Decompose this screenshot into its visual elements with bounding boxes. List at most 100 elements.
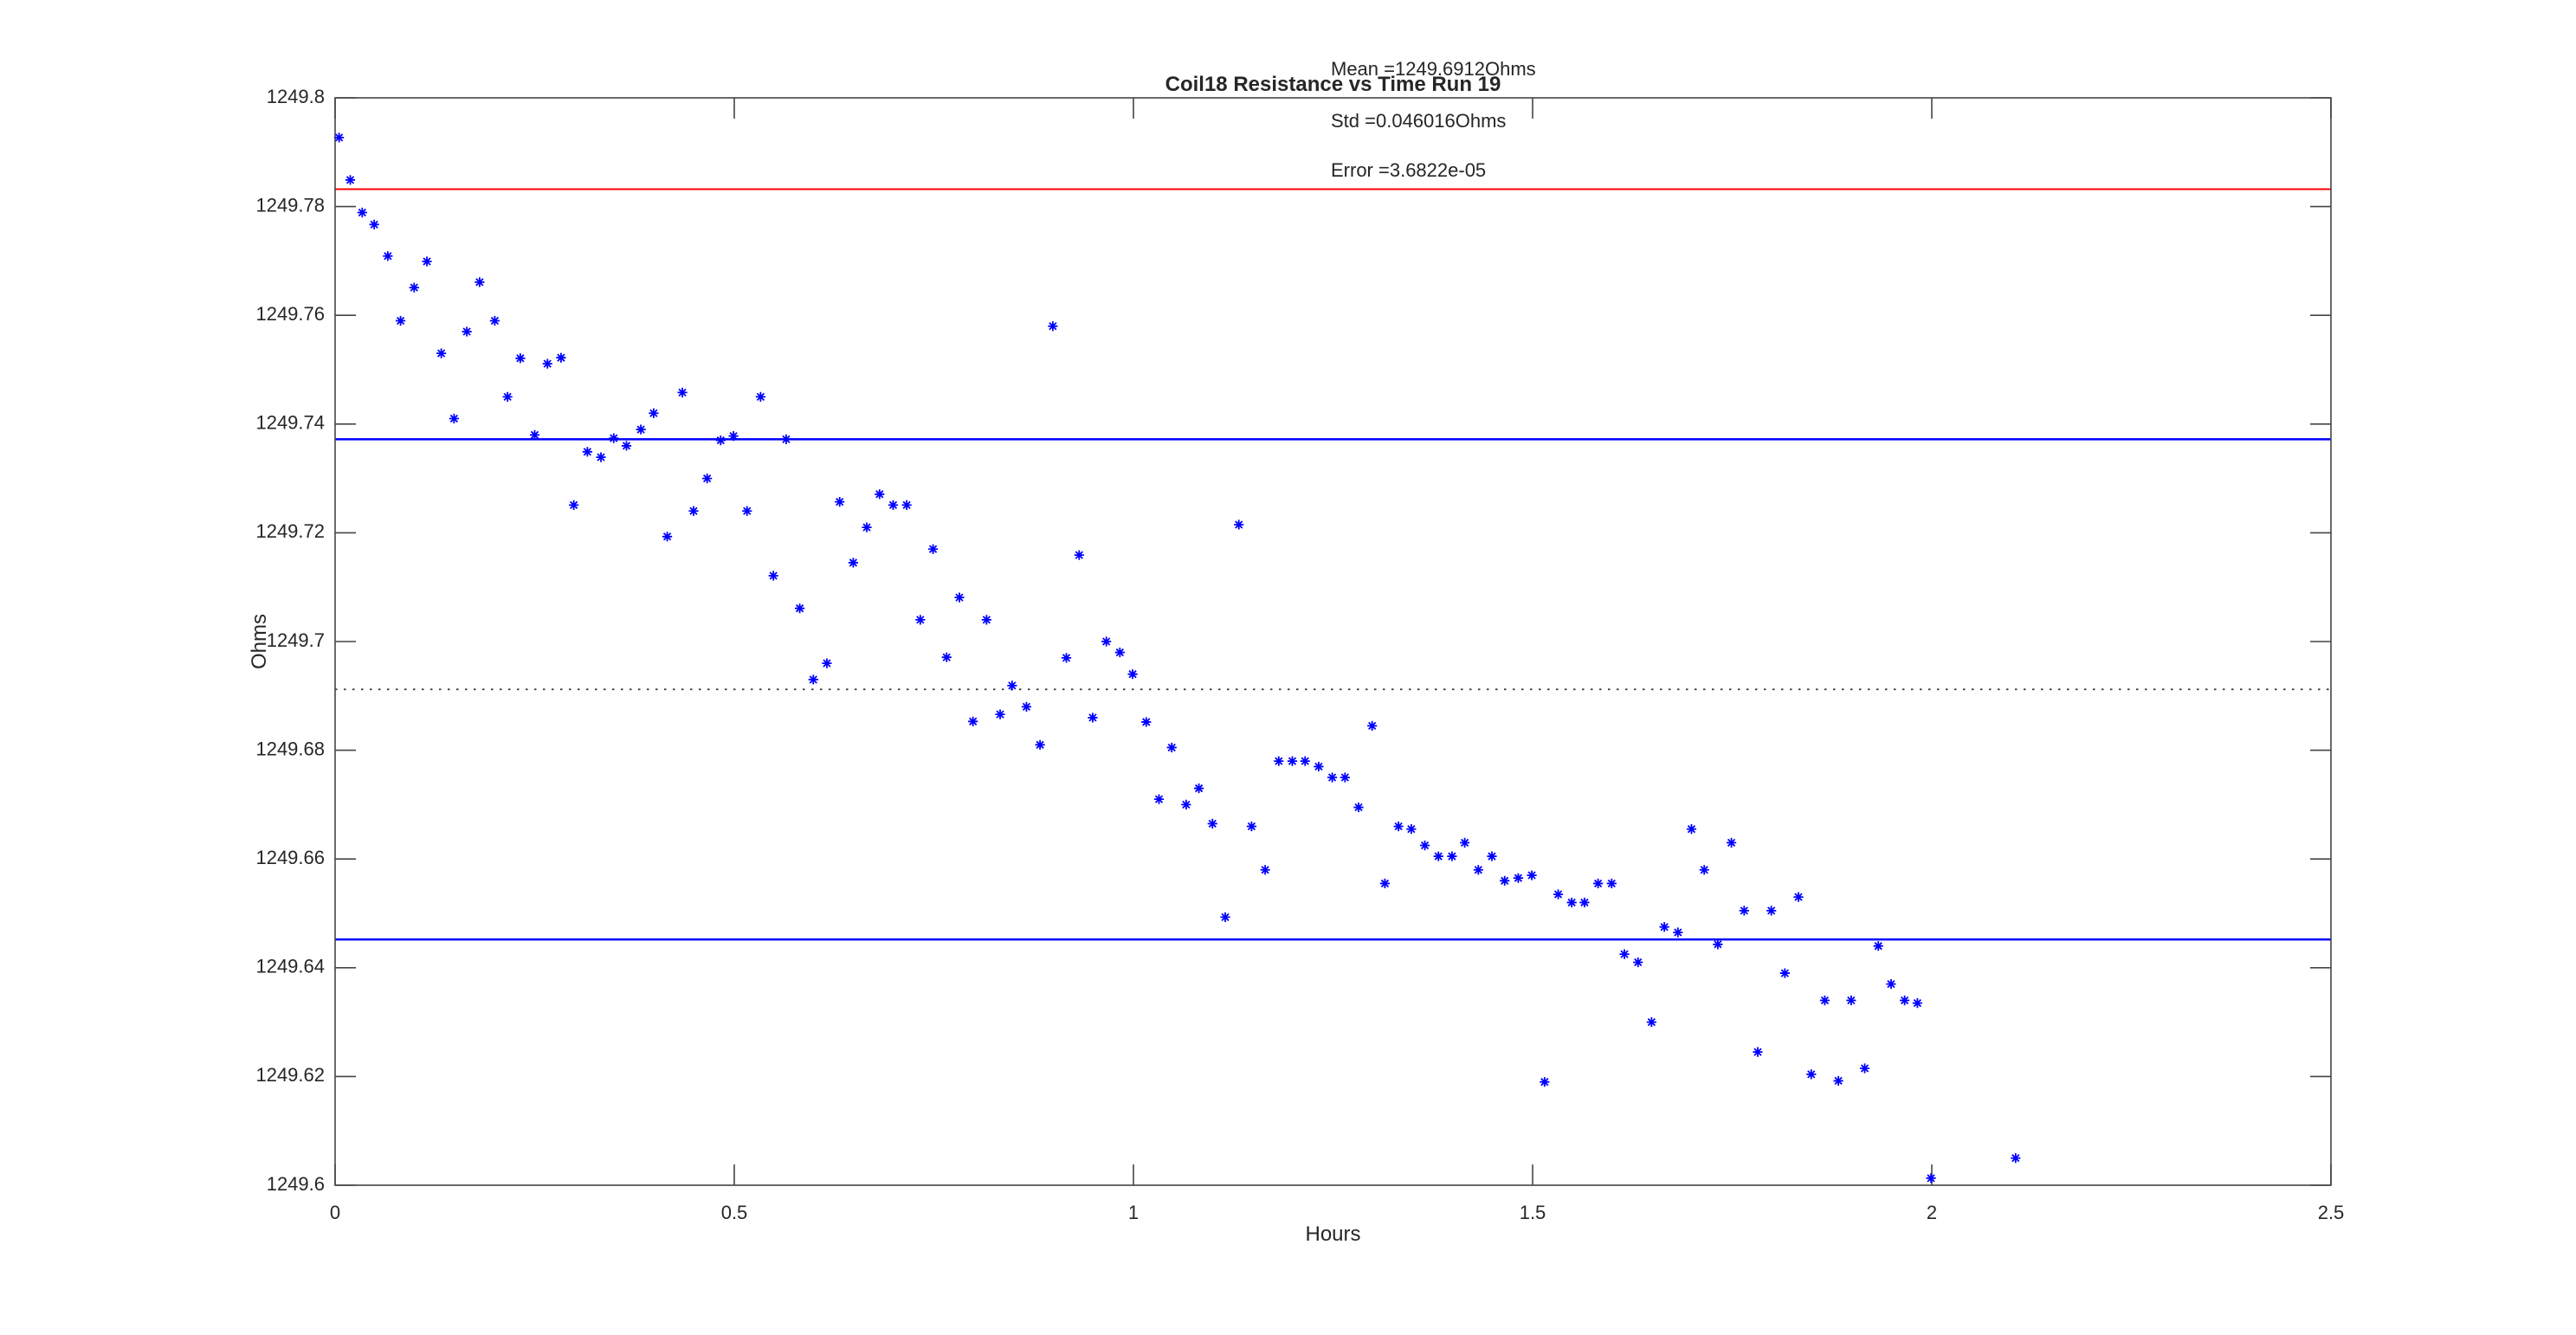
data-point-marker bbox=[1846, 995, 1856, 1006]
data-point-marker bbox=[901, 500, 912, 510]
data-point-marker bbox=[768, 571, 778, 581]
data-point-marker bbox=[582, 447, 592, 457]
data-point-marker bbox=[1127, 669, 1138, 680]
data-point-marker bbox=[1753, 1047, 1763, 1057]
data-point-marker bbox=[662, 532, 673, 542]
data-point-marker bbox=[1646, 1017, 1656, 1028]
data-point-marker bbox=[649, 408, 659, 418]
data-point-marker bbox=[1779, 968, 1790, 978]
y-tick-label: 1249.64 bbox=[255, 956, 325, 977]
data-point-marker bbox=[1035, 739, 1045, 750]
data-point-marker bbox=[1540, 1077, 1550, 1087]
data-point-marker bbox=[995, 709, 1005, 719]
data-point-marker bbox=[556, 352, 566, 363]
y-tick-label: 1249.76 bbox=[255, 303, 325, 325]
data-point-marker bbox=[1726, 837, 1737, 848]
data-point-marker bbox=[1739, 906, 1749, 916]
y-tick-label: 1249.72 bbox=[255, 520, 325, 542]
data-point-marker bbox=[334, 132, 345, 143]
data-point-marker bbox=[1699, 865, 1709, 875]
data-point-marker bbox=[742, 506, 752, 516]
scatter-series bbox=[334, 132, 2021, 1183]
data-point-marker bbox=[409, 282, 419, 293]
data-point-marker bbox=[1513, 873, 1523, 883]
data-point-marker bbox=[345, 175, 356, 185]
data-point-marker bbox=[702, 474, 713, 484]
data-point-marker bbox=[835, 497, 845, 507]
data-point-marker bbox=[396, 315, 406, 326]
data-point-marker bbox=[1633, 957, 1643, 968]
data-point-marker bbox=[569, 500, 579, 510]
x-tick-label: 0.5 bbox=[721, 1202, 748, 1223]
data-point-marker bbox=[1433, 851, 1443, 861]
data-point-marker bbox=[1181, 799, 1191, 809]
y-tick-label: 1249.78 bbox=[255, 194, 325, 216]
data-point-marker bbox=[1659, 922, 1669, 932]
y-tick-label: 1249.8 bbox=[267, 86, 325, 107]
data-point-marker bbox=[888, 500, 899, 510]
data-point-marker bbox=[489, 315, 500, 326]
data-point-marker bbox=[1061, 653, 1072, 663]
data-point-marker bbox=[1619, 949, 1630, 959]
data-point-marker bbox=[1806, 1069, 1817, 1080]
x-tick-label: 1.5 bbox=[1520, 1202, 1546, 1223]
data-point-marker bbox=[954, 592, 965, 603]
x-tick-label: 0 bbox=[330, 1202, 340, 1223]
data-point-marker bbox=[1447, 851, 1457, 861]
data-point-marker bbox=[1327, 772, 1338, 783]
data-point-marker bbox=[1713, 939, 1723, 950]
data-point-marker bbox=[715, 435, 726, 446]
y-tick-label: 1249.7 bbox=[267, 629, 325, 651]
y-tick-label: 1249.6 bbox=[267, 1173, 325, 1195]
data-point-marker bbox=[1101, 636, 1112, 647]
data-point-marker bbox=[981, 615, 991, 625]
data-point-marker bbox=[1566, 897, 1577, 908]
data-point-marker bbox=[1579, 897, 1590, 908]
data-point-marker bbox=[1673, 927, 1683, 938]
data-point-marker bbox=[542, 358, 552, 369]
data-point-marker bbox=[1074, 550, 1084, 560]
data-point-marker bbox=[677, 387, 688, 397]
x-tick-label: 1 bbox=[1128, 1202, 1139, 1223]
data-point-marker bbox=[927, 544, 939, 554]
data-point-marker bbox=[875, 489, 885, 500]
data-point-marker bbox=[808, 674, 818, 685]
data-point-marker bbox=[1900, 995, 1910, 1006]
data-point-marker bbox=[1314, 761, 1324, 772]
data-point-marker bbox=[596, 452, 606, 462]
data-point-marker bbox=[1593, 878, 1604, 889]
data-point-marker bbox=[436, 348, 447, 358]
data-point-marker bbox=[968, 716, 978, 726]
data-point-marker bbox=[1260, 865, 1270, 875]
data-point-marker bbox=[1473, 865, 1483, 875]
data-point-marker bbox=[1340, 772, 1350, 783]
annotation-error: Error =3.6822e-05 bbox=[1331, 159, 1487, 181]
data-point-marker bbox=[1234, 519, 1244, 530]
x-tick-label: 2.5 bbox=[2318, 1202, 2345, 1223]
y-tick-label: 1249.62 bbox=[255, 1064, 325, 1086]
data-point-marker bbox=[1606, 878, 1617, 889]
plot-title: Coil18 Resistance vs Time Run 19 bbox=[1165, 73, 1501, 96]
data-point-marker bbox=[383, 251, 393, 261]
data-point-marker bbox=[1859, 1063, 1870, 1074]
data-point-marker bbox=[1553, 889, 1564, 900]
data-point-marker bbox=[1500, 875, 1510, 886]
y-axis-label: Ohms bbox=[248, 613, 271, 670]
y-tick-label: 1249.68 bbox=[255, 738, 325, 759]
data-point-marker bbox=[728, 431, 739, 442]
data-point-marker bbox=[1153, 794, 1165, 804]
data-point-marker bbox=[1287, 756, 1298, 766]
data-point-marker bbox=[755, 391, 766, 402]
data-point-marker bbox=[1088, 713, 1098, 723]
data-point-marker bbox=[1686, 824, 1697, 835]
y-tick-label: 1249.74 bbox=[255, 412, 325, 434]
data-point-marker bbox=[1367, 720, 1378, 731]
data-point-marker bbox=[848, 558, 858, 568]
data-point-marker bbox=[1220, 912, 1230, 922]
data-point-marker bbox=[1353, 802, 1364, 813]
data-point-marker bbox=[1527, 870, 1537, 880]
data-point-marker bbox=[1926, 1173, 1936, 1183]
data-point-marker bbox=[369, 219, 379, 229]
data-point-marker bbox=[422, 256, 432, 267]
